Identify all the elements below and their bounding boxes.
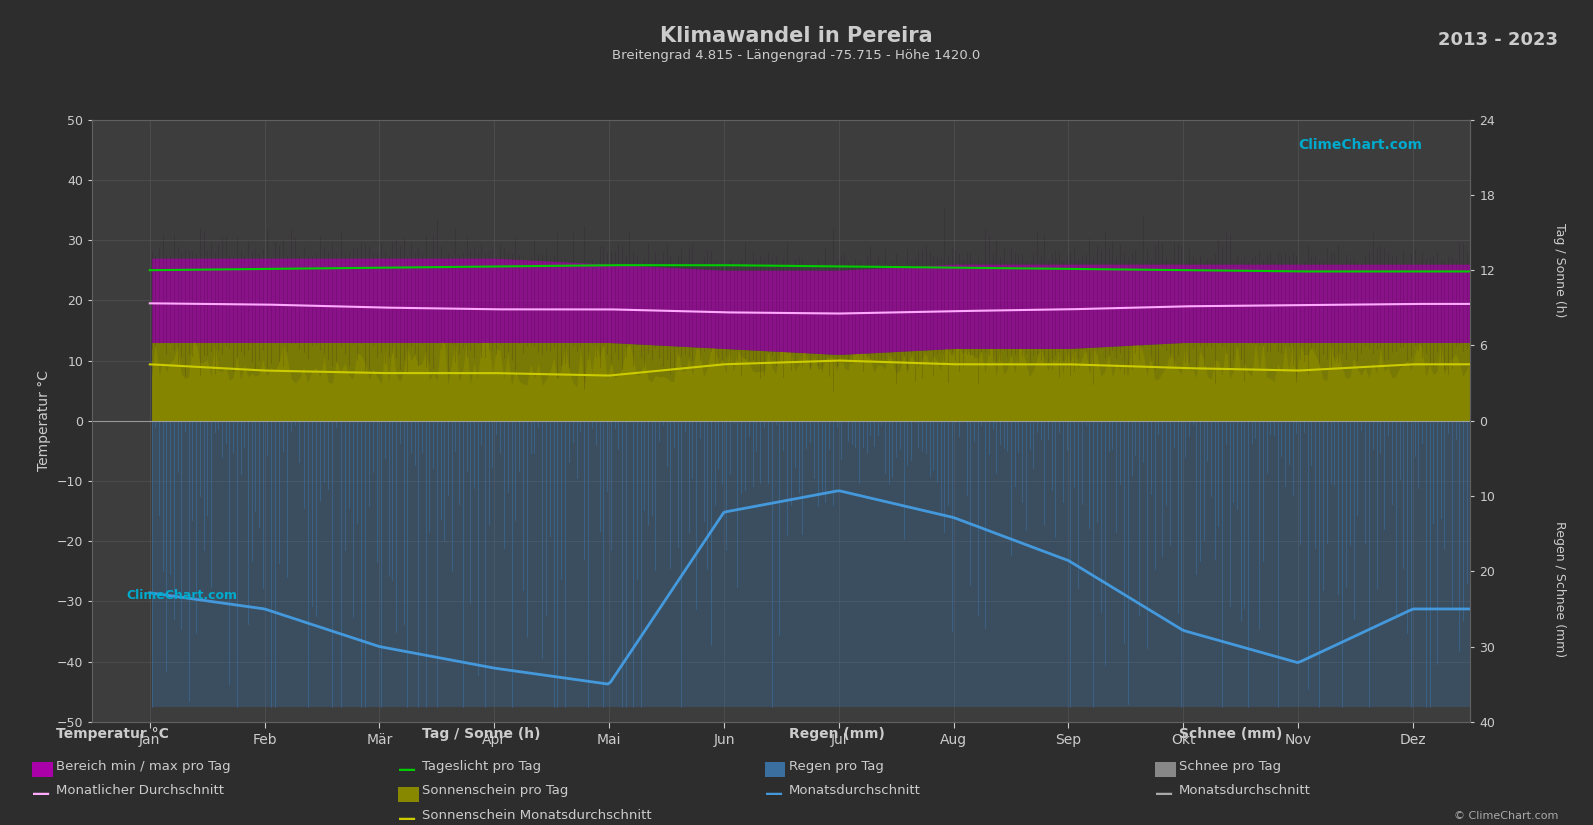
Text: —: — bbox=[1155, 785, 1172, 804]
Y-axis label: Temperatur °C: Temperatur °C bbox=[37, 370, 51, 471]
Text: © ClimeChart.com: © ClimeChart.com bbox=[1453, 811, 1558, 821]
Text: Tag / Sonne (h): Tag / Sonne (h) bbox=[422, 728, 540, 742]
Text: Monatlicher Durchschnitt: Monatlicher Durchschnitt bbox=[56, 785, 223, 798]
Text: —: — bbox=[398, 761, 416, 779]
Text: Schnee pro Tag: Schnee pro Tag bbox=[1179, 760, 1281, 773]
Text: —: — bbox=[32, 785, 49, 804]
Text: ClimeChart.com: ClimeChart.com bbox=[1298, 138, 1423, 152]
Text: Regen (mm): Regen (mm) bbox=[789, 728, 884, 742]
Text: Monatsdurchschnitt: Monatsdurchschnitt bbox=[1179, 785, 1311, 798]
Text: Sonnenschein pro Tag: Sonnenschein pro Tag bbox=[422, 785, 569, 798]
Text: Regen / Schnee (mm): Regen / Schnee (mm) bbox=[1553, 521, 1566, 658]
Text: Temperatur °C: Temperatur °C bbox=[56, 728, 169, 742]
Text: Monatsdurchschnitt: Monatsdurchschnitt bbox=[789, 785, 921, 798]
Text: Tageslicht pro Tag: Tageslicht pro Tag bbox=[422, 760, 542, 773]
Text: Regen pro Tag: Regen pro Tag bbox=[789, 760, 884, 773]
Text: 2013 - 2023: 2013 - 2023 bbox=[1438, 31, 1558, 50]
Text: —: — bbox=[398, 810, 416, 825]
Text: Tag / Sonne (h): Tag / Sonne (h) bbox=[1553, 223, 1566, 318]
Text: Bereich min / max pro Tag: Bereich min / max pro Tag bbox=[56, 760, 231, 773]
Text: Sonnenschein Monatsdurchschnitt: Sonnenschein Monatsdurchschnitt bbox=[422, 809, 652, 823]
Text: ClimeChart.com: ClimeChart.com bbox=[127, 589, 237, 602]
Text: Schnee (mm): Schnee (mm) bbox=[1179, 728, 1282, 742]
Text: —: — bbox=[765, 785, 782, 804]
Text: Breitengrad 4.815 - Längengrad -75.715 - Höhe 1420.0: Breitengrad 4.815 - Längengrad -75.715 -… bbox=[612, 49, 981, 62]
Text: Klimawandel in Pereira: Klimawandel in Pereira bbox=[660, 26, 933, 46]
